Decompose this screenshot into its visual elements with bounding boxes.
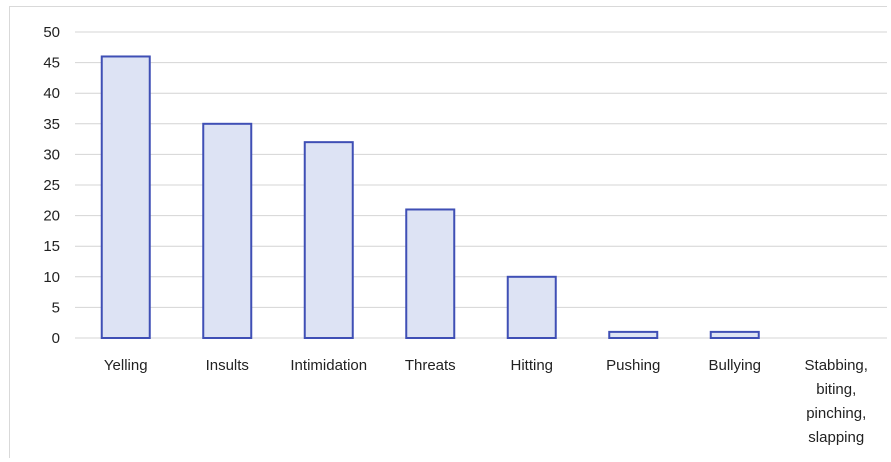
y-tick-label: 25 (43, 177, 60, 194)
y-tick-label: 50 (43, 24, 60, 41)
bar (100, 55, 151, 339)
bar (202, 122, 253, 339)
x-tick-label: Hitting (510, 357, 553, 374)
x-tick-label: Threats (405, 357, 456, 374)
x-tick-label: pinching, (806, 405, 866, 422)
bar (405, 208, 456, 339)
x-tick-label: Bullying (708, 357, 761, 374)
x-tick-label: Yelling (104, 357, 148, 374)
y-tick-label: 40 (43, 85, 60, 102)
y-tick-label: 45 (43, 55, 60, 72)
y-tick-label: 15 (43, 238, 60, 255)
x-tick-label: slapping (808, 429, 864, 446)
y-tick-label: 5 (52, 299, 60, 316)
bar (303, 141, 354, 339)
y-tick-label: 10 (43, 269, 60, 286)
bar (608, 330, 659, 340)
y-tick-label: 0 (52, 330, 60, 347)
y-tick-label: 30 (43, 146, 60, 163)
bar (506, 275, 557, 339)
bar (709, 330, 760, 340)
x-tick-label: Insults (206, 357, 249, 374)
y-tick-label: 20 (43, 208, 60, 225)
x-tick-label: Stabbing, (805, 357, 868, 374)
x-tick-label: Intimidation (290, 357, 367, 374)
y-tick-label: 35 (43, 116, 60, 133)
chart-frame (9, 6, 887, 458)
x-tick-label: Pushing (606, 357, 660, 374)
x-tick-label: biting, (816, 381, 856, 398)
